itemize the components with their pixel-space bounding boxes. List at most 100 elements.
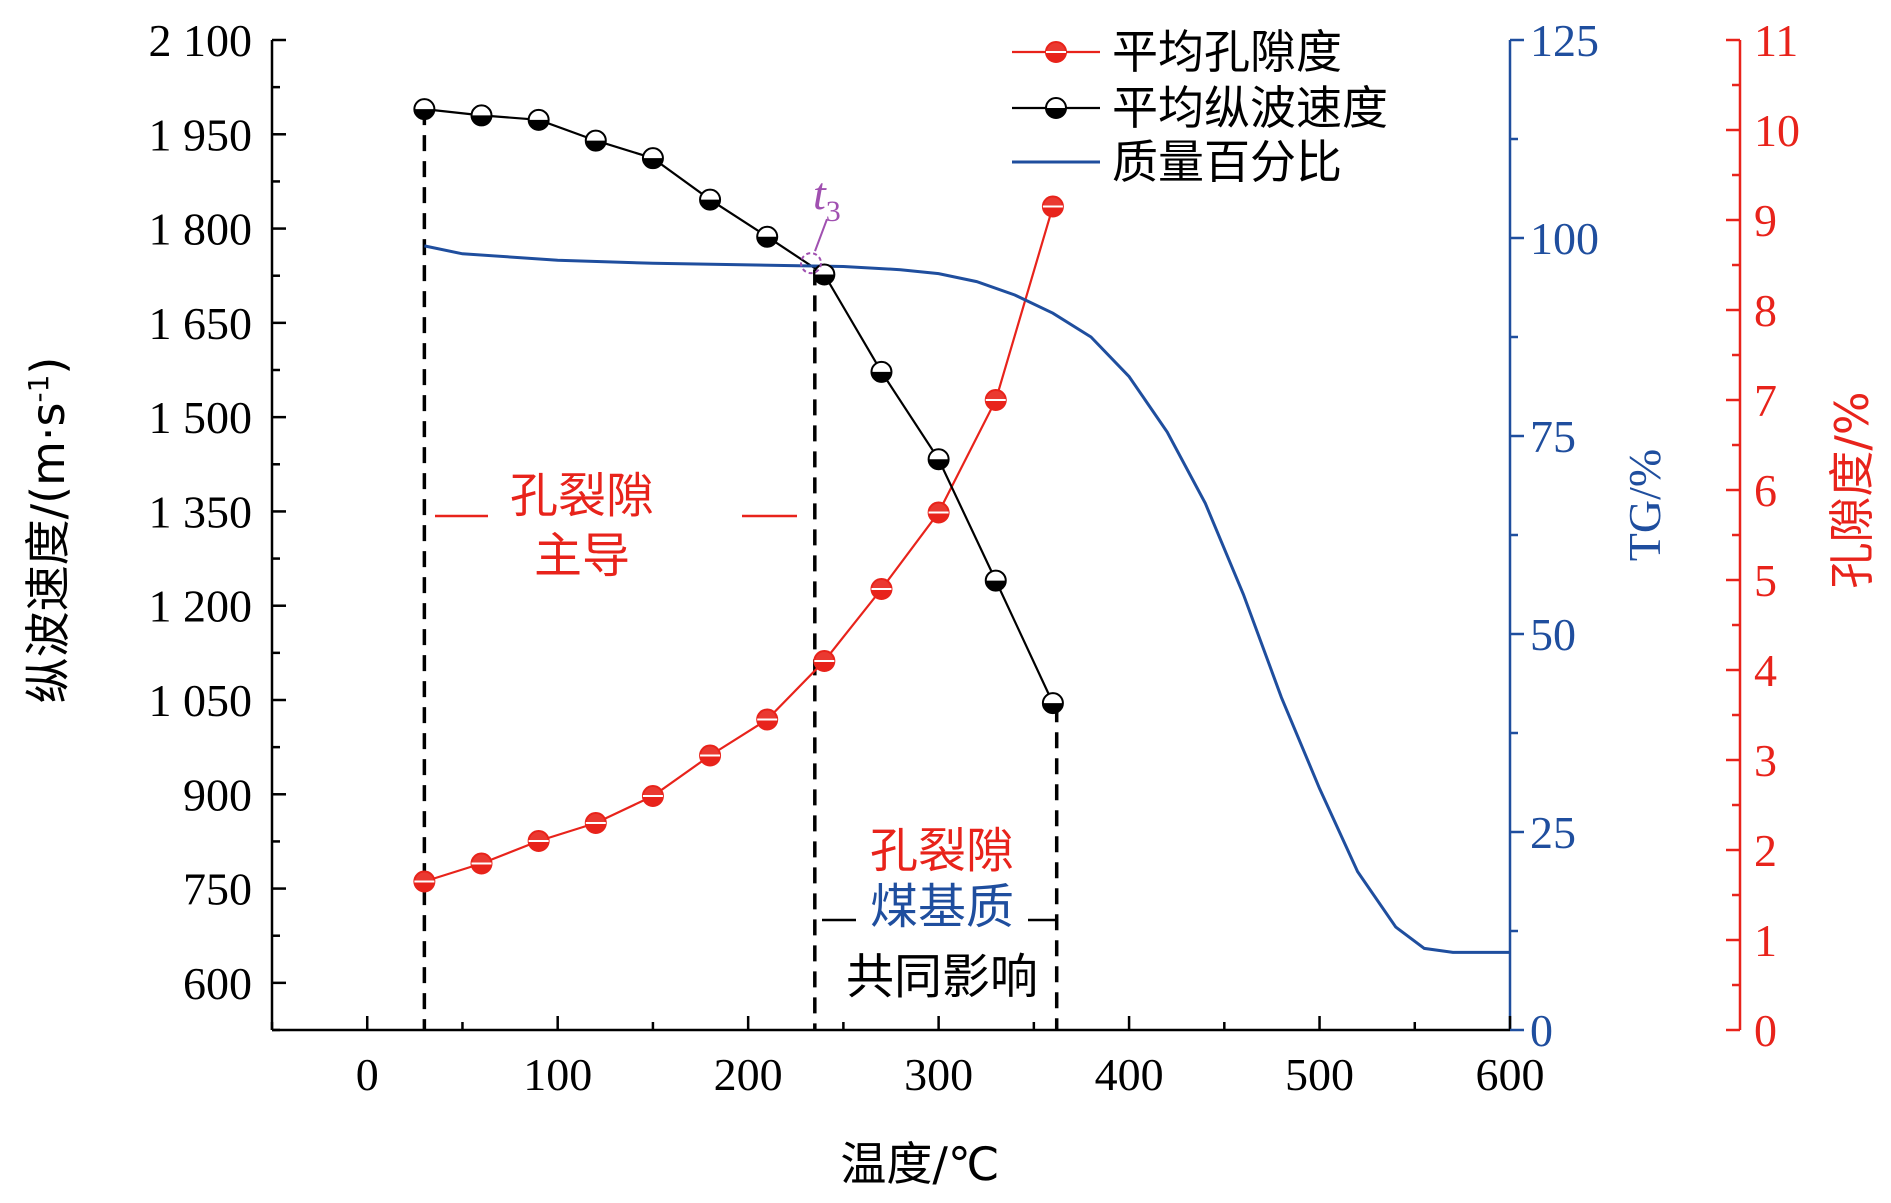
x-tick-label: 300 [904, 1049, 973, 1100]
point-fill-upper [871, 579, 892, 589]
x-tick-label: 600 [1476, 1049, 1545, 1100]
porosity-tick-label: 11 [1754, 15, 1798, 66]
left-tick-label: 1 350 [149, 486, 253, 537]
point-fill-lower [985, 580, 1006, 591]
data-point-velocity [470, 104, 493, 127]
legend-marker-fill [1046, 52, 1066, 62]
axis-labels: 温度/℃ 纵波速度/(m·s-1) TG/% 孔隙度/% [21, 357, 1879, 1191]
data-point-velocity [1041, 692, 1064, 715]
data-point-porosity [1041, 195, 1064, 218]
porosity-tick-label: 8 [1754, 285, 1777, 336]
tg-tick-label: 100 [1530, 213, 1599, 264]
porosity-tick-label: 3 [1754, 735, 1777, 786]
point-fill-lower [985, 400, 1006, 410]
porosity-tick-label: 4 [1754, 645, 1777, 696]
point-fill-lower [642, 796, 663, 806]
annotations: 孔裂隙 主导 孔裂隙 煤基质 共同影响 [435, 468, 1056, 1005]
point-fill-lower [757, 719, 778, 730]
series-line-porosity [424, 206, 1054, 883]
point-fill-upper [700, 745, 721, 756]
t3-leader-line [814, 218, 828, 252]
data-point-velocity [527, 108, 550, 131]
point-fill-lower [585, 823, 606, 833]
point-fill-lower [814, 661, 835, 671]
left-tick-label: 1 650 [149, 298, 253, 349]
point-fill-lower [528, 119, 549, 130]
point-fill-lower [871, 371, 892, 382]
point-fill-lower [414, 881, 435, 892]
left-tick-label: 1 050 [149, 675, 253, 726]
point-fill-lower [814, 274, 835, 285]
data-point-velocity [756, 225, 779, 248]
left-axis-label: 纵波速度/(m·s-1) [21, 357, 75, 704]
porosity-tick-label: 6 [1754, 465, 1777, 516]
point-fill-lower [1042, 703, 1063, 714]
data-point-velocity [927, 448, 950, 471]
left-tick-label: 2 100 [149, 15, 253, 66]
data-point-velocity [699, 188, 722, 211]
left-axis-label-close: ) [21, 357, 75, 375]
left-tick-label: 900 [183, 769, 252, 820]
x-tick-label: 200 [714, 1049, 783, 1100]
data-point-porosity [527, 830, 550, 852]
point-fill-lower [757, 236, 778, 247]
tg-tick-label: 0 [1530, 1005, 1553, 1056]
data-point-velocity [641, 147, 664, 170]
left-axis-label-sup: -1 [22, 375, 55, 403]
point-fill-lower [700, 199, 721, 210]
series-markers [413, 98, 1064, 893]
tg-tick-label: 50 [1530, 609, 1576, 660]
porosity-tick-label: 1 [1754, 915, 1777, 966]
porosity-tick-label: 9 [1754, 195, 1777, 246]
t3-circle [800, 252, 823, 275]
legend-label-tg: 质量百分比 [1112, 135, 1342, 189]
series-line-tg [424, 244, 1510, 954]
point-fill-lower [1042, 206, 1063, 217]
data-point-velocity [813, 263, 836, 286]
point-fill-upper [414, 871, 435, 882]
point-fill-upper [985, 390, 1006, 400]
point-fill-upper [1042, 196, 1063, 207]
legend-marker-fill [1046, 108, 1066, 118]
series-line-velocity [424, 108, 1054, 704]
data-point-velocity [984, 569, 1007, 592]
point-fill-upper [528, 831, 549, 841]
point-fill-upper [642, 786, 663, 796]
tg-tick-label: 125 [1530, 15, 1599, 66]
point-fill-upper [814, 651, 835, 661]
porosity-tick-label: 7 [1754, 375, 1777, 426]
x-tick-label: 500 [1285, 1049, 1354, 1100]
left-tick-label: 1 950 [149, 109, 253, 160]
point-fill-lower [928, 459, 949, 470]
t3-label: t3 [813, 168, 841, 228]
data-point-porosity [584, 812, 607, 834]
legend-label-porosity: 平均孔隙度 [1112, 25, 1342, 79]
data-point-velocity [584, 129, 607, 152]
region1-label-line2: 主导 [534, 528, 630, 584]
t3-highlight: t3 [800, 168, 841, 275]
tg-tick-label: 75 [1530, 411, 1576, 462]
point-fill-lower [871, 589, 892, 599]
porosity-axis-label: 孔隙度/% [1825, 391, 1879, 588]
region2-label-line1: 孔裂隙 [870, 823, 1014, 879]
point-fill-lower [414, 109, 435, 120]
point-fill-lower [700, 755, 721, 766]
data-point-porosity [813, 650, 836, 672]
data-point-velocity [870, 360, 893, 383]
t3-label-main: t [813, 168, 827, 219]
point-fill-lower [642, 158, 663, 169]
left-tick-label: 1 500 [149, 392, 253, 443]
region1-label-line1: 孔裂隙 [510, 468, 654, 524]
x-tick-label: 100 [523, 1049, 592, 1100]
point-fill-upper [928, 502, 949, 513]
porosity-tick-label: 2 [1754, 825, 1777, 876]
data-point-porosity [470, 852, 493, 875]
data-point-velocity [413, 98, 436, 121]
left-tick-label: 600 [183, 958, 252, 1009]
data-point-porosity [870, 578, 893, 600]
point-fill-lower [471, 115, 492, 126]
legend-label-velocity: 平均纵波速度 [1112, 81, 1388, 135]
